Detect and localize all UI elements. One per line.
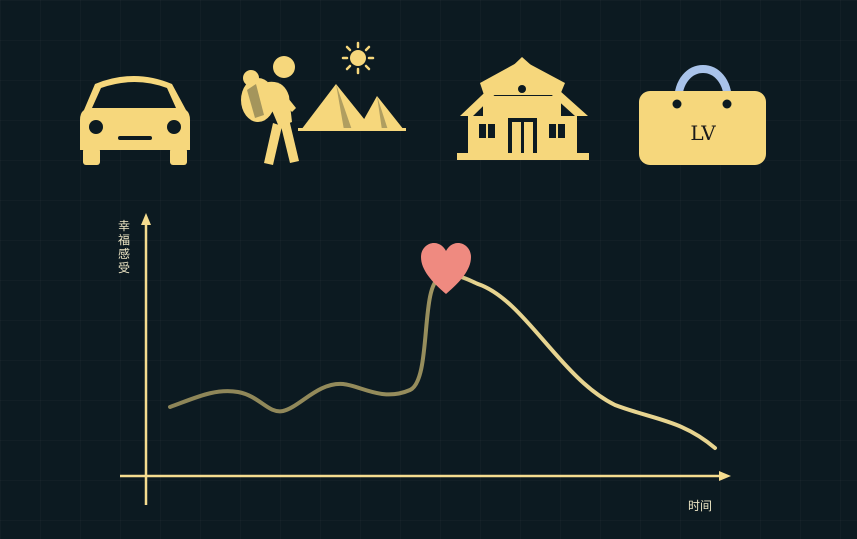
- x-axis-label: 时间: [688, 499, 713, 513]
- hiker-icon: [241, 56, 299, 165]
- y-axis-label: 幸福感受: [117, 219, 130, 275]
- x-axis: [120, 471, 731, 481]
- sun-icon: [341, 41, 375, 75]
- handbag-icon: [639, 65, 766, 165]
- happiness-curve: [168, 273, 717, 450]
- car-icon: [80, 76, 190, 165]
- heart-icon: [421, 243, 471, 294]
- bag-label: LV: [690, 121, 716, 145]
- pyramids-icon: [298, 41, 406, 131]
- house-icon: [457, 57, 589, 160]
- y-axis: [141, 213, 151, 505]
